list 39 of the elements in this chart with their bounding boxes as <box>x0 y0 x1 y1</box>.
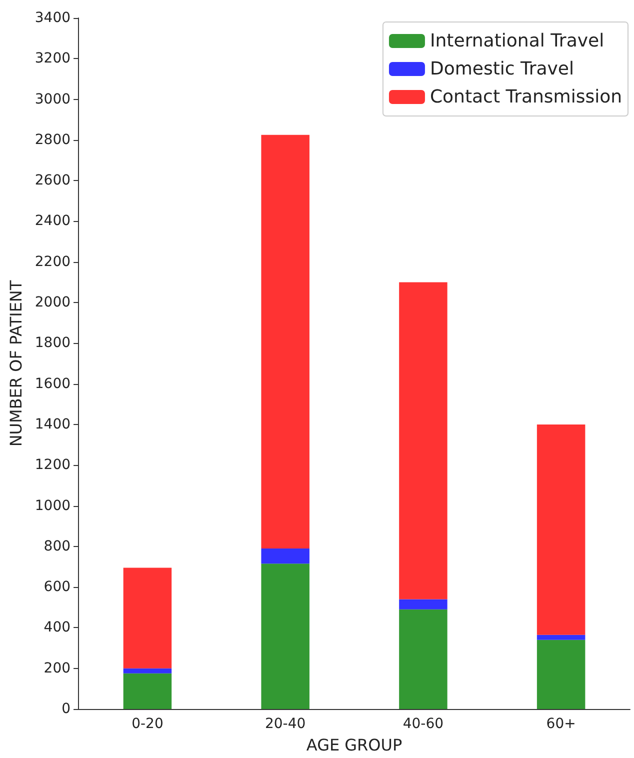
y-axis-title: NUMBER OF PATIENT <box>6 280 26 447</box>
bar <box>536 640 586 709</box>
bar <box>123 673 172 709</box>
x-tick-label: 40-60 <box>402 716 444 732</box>
bar <box>261 564 310 709</box>
y-tick-label: 1400 <box>34 416 71 432</box>
y-tick-label: 600 <box>44 579 71 596</box>
y-tick-label: 800 <box>44 538 71 554</box>
bar <box>536 424 586 635</box>
bar <box>399 282 448 600</box>
bar <box>536 634 586 640</box>
x-axis-title: AGE GROUP <box>306 736 402 754</box>
y-tick-label: 2800 <box>34 132 71 148</box>
y-tick-label: 2600 <box>34 172 71 189</box>
bar <box>261 134 310 548</box>
legend-label: Contact Transmission <box>430 86 622 108</box>
x-tick-label: 20-40 <box>264 716 306 732</box>
y-tick-label: 2200 <box>34 254 71 270</box>
x-tick-label: 60+ <box>546 716 576 732</box>
bar <box>261 548 310 564</box>
x-tick-label: 0-20 <box>132 716 164 732</box>
y-tick-label: 1200 <box>34 457 71 474</box>
legend-label: Domestic Travel <box>430 58 574 80</box>
bar <box>399 599 448 610</box>
bar <box>123 568 172 668</box>
legend-label: International Travel <box>430 30 604 52</box>
y-tick-label: 400 <box>44 620 71 636</box>
y-tick-label: 3400 <box>34 10 71 26</box>
y-tick-label: 2000 <box>34 294 71 311</box>
y-tick-label: 2400 <box>34 213 71 230</box>
y-tick-label: 1000 <box>34 498 71 514</box>
y-tick-label: 0 <box>62 701 71 717</box>
y-tick-label: 3000 <box>34 91 71 108</box>
bar <box>399 609 448 709</box>
y-tick-label: 3200 <box>34 50 71 67</box>
y-tick-label: 200 <box>44 660 71 676</box>
y-tick-label: 1600 <box>34 376 71 392</box>
y-tick-label: 1800 <box>34 335 71 352</box>
bar <box>123 668 172 674</box>
